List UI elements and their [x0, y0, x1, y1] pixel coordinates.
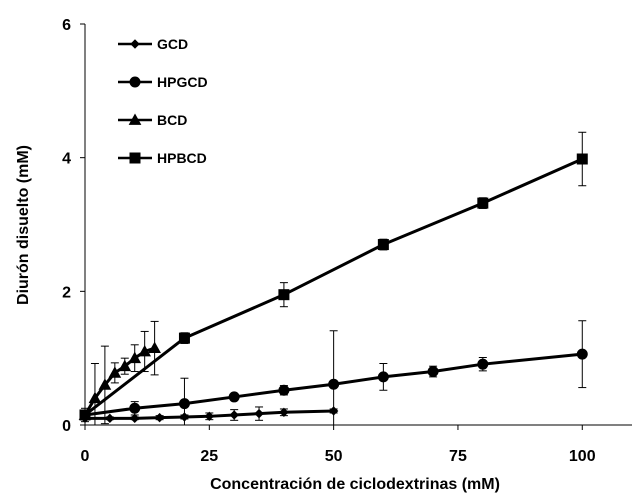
x-tick-label: 25 — [200, 448, 218, 465]
y-tick-label: 6 — [62, 17, 71, 34]
x-tick-label: 75 — [449, 448, 467, 465]
data-point — [129, 402, 141, 414]
data-point — [576, 153, 588, 165]
data-point — [427, 366, 439, 378]
series-line-gcd — [85, 409, 334, 420]
data-point — [254, 408, 264, 419]
data-point — [79, 409, 91, 421]
data-point — [108, 366, 122, 378]
data-point — [118, 359, 132, 372]
legend-label: HPGCD — [157, 74, 208, 90]
data-point — [148, 341, 161, 354]
y-axis-label: Diurón disuelto (mM) — [15, 145, 32, 305]
data-point — [328, 378, 340, 390]
legend-item-gcd: GCD — [118, 36, 188, 52]
data-point — [278, 289, 290, 301]
data-point — [138, 344, 152, 357]
legend-item-bcd: BCD — [118, 112, 187, 128]
x-tick-label: 100 — [569, 448, 596, 465]
series-hpgcd — [79, 320, 588, 426]
data-point — [228, 391, 240, 403]
legend-marker — [130, 39, 140, 49]
legend-label: HPBCD — [157, 150, 207, 166]
legend-label: GCD — [157, 36, 188, 52]
series-layer — [78, 131, 588, 426]
data-point — [576, 348, 588, 360]
legend-marker — [128, 113, 142, 125]
data-point — [88, 391, 102, 404]
data-point — [279, 407, 289, 418]
data-point — [130, 413, 140, 424]
y-tick-label: 4 — [62, 151, 71, 168]
y-tick-label: 2 — [62, 284, 71, 301]
data-point — [377, 371, 389, 383]
series-line-hpgcd — [84, 352, 583, 417]
legend-marker — [129, 152, 141, 164]
x-tick-label: 50 — [325, 448, 343, 465]
data-point — [477, 358, 489, 370]
data-point — [105, 413, 115, 424]
legend-item-hpgcd: HPGCD — [118, 74, 208, 90]
legend-marker — [129, 76, 141, 88]
data-point — [98, 378, 112, 390]
data-point — [377, 239, 389, 251]
data-point — [178, 398, 190, 410]
x-tick-label: 0 — [81, 448, 90, 465]
series-line-hpbcd — [84, 157, 583, 417]
data-point — [128, 351, 142, 364]
series-hpbcd — [79, 131, 588, 421]
series-bcd — [78, 320, 161, 426]
data-point — [278, 384, 290, 396]
data-point — [204, 411, 215, 422]
legend-label: BCD — [157, 112, 187, 128]
x-axis-label: Concentración de ciclodextrinas (mM) — [210, 476, 500, 493]
data-point — [154, 412, 165, 423]
data-point — [229, 410, 239, 420]
data-point — [477, 197, 489, 209]
legend-item-hpbcd: HPBCD — [118, 150, 207, 166]
legend: GCD HPGCD BCD HPBCD — [118, 36, 208, 166]
axis-ticks: 0 25 50 75 100 0 2 4 6 — [62, 17, 596, 465]
y-tick-label: 0 — [62, 418, 71, 435]
data-point — [178, 332, 190, 344]
plot-area: 0 25 50 75 100 0 2 4 6 — [62, 17, 632, 465]
